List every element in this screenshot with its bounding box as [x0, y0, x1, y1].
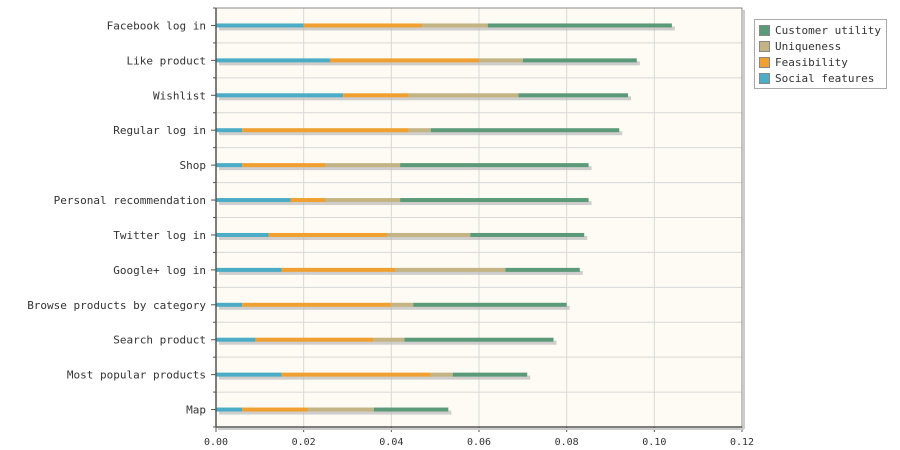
bar-shadow	[219, 61, 640, 66]
gridlines	[216, 8, 743, 427]
legend-label: Customer utility	[775, 23, 881, 37]
bar-segment	[479, 58, 523, 63]
bar-segment	[395, 267, 506, 272]
bar-segment	[325, 198, 401, 203]
bar-segment	[422, 23, 488, 28]
bar-segment	[216, 302, 243, 307]
bar-shadow	[219, 166, 592, 171]
bar-segment	[400, 198, 589, 203]
bars	[216, 23, 675, 415]
bar-segment	[242, 163, 326, 168]
bar-segment	[518, 93, 629, 98]
category-labels: Facebook log in Like product Wishlist Regul…	[27, 19, 206, 416]
legend-label: Feasibility	[775, 55, 848, 69]
bar-segment	[216, 407, 243, 412]
category-label: Like product	[127, 54, 206, 67]
axes: 0.00 0.02 0.04 0.06 0.08 0.10 0.12	[204, 7, 754, 448]
bar-segment	[255, 337, 374, 342]
bar-segment	[242, 128, 409, 133]
bar-segment	[505, 267, 580, 272]
bar-segment	[404, 337, 554, 342]
bar-segment	[216, 337, 256, 342]
x-tick-label: 0.12	[730, 437, 754, 448]
bar-segment	[308, 407, 374, 412]
bar-segment	[216, 198, 291, 203]
bar-segment	[522, 58, 637, 63]
category-label: Shop	[180, 159, 207, 172]
legend-item: Customer utility	[755, 22, 886, 38]
legend-label: Social features	[775, 71, 875, 85]
legend-label: Uniqueness	[775, 39, 842, 53]
category-label: Most popular products	[67, 369, 206, 382]
legend-item: Uniqueness	[755, 38, 886, 54]
bar-shadow	[219, 96, 632, 101]
bar-segment	[400, 163, 589, 168]
bar-segment	[413, 302, 567, 307]
bar-segment	[373, 407, 449, 412]
x-tick-label: 0.10	[642, 437, 666, 448]
category-label: Personal recommendation	[54, 194, 206, 207]
bar-segment	[470, 232, 585, 237]
legend-swatch	[759, 24, 770, 36]
bar-segment	[216, 128, 243, 133]
bar-segment	[391, 302, 414, 307]
bar-segment	[242, 302, 392, 307]
bar-segment	[430, 128, 620, 133]
x-tick-label: 0.06	[467, 437, 491, 448]
bar-segment	[408, 93, 519, 98]
bar-segment	[216, 372, 282, 377]
bar-segment	[216, 23, 304, 28]
category-label: Browse products by category	[27, 299, 206, 312]
bar-segment	[268, 232, 387, 237]
x-tick-label: 0.04	[379, 437, 403, 448]
bar-shadow	[219, 270, 583, 275]
bar-segment	[303, 23, 423, 28]
bar-segment	[329, 58, 479, 63]
bar-segment	[281, 267, 396, 272]
legend-swatch	[759, 40, 770, 52]
bar-segment	[216, 267, 282, 272]
legend-item: Social features	[755, 70, 886, 86]
bar-shadow	[219, 131, 623, 136]
legend-swatch	[759, 72, 770, 84]
bar-segment	[242, 407, 309, 412]
bar-segment	[373, 337, 405, 342]
bar-shadow	[219, 26, 675, 31]
bar-shadow	[219, 201, 592, 206]
category-label: Facebook log in	[107, 19, 206, 32]
bar-segment	[216, 58, 330, 63]
bar-segment	[343, 93, 409, 98]
legend-item: Feasibility	[755, 54, 886, 70]
bar-shadow	[219, 410, 452, 415]
x-tick-label: 0.02	[292, 437, 316, 448]
bar-segment	[430, 372, 453, 377]
category-label: Wishlist	[153, 89, 206, 102]
bar-segment	[216, 232, 269, 237]
bar-segment	[386, 232, 471, 237]
bar-segment	[216, 93, 344, 98]
category-label: Map	[186, 404, 206, 417]
category-label: Google+ log in	[113, 264, 206, 277]
bar-shadow	[219, 375, 531, 380]
legend-swatch	[759, 56, 770, 68]
bar-shadow	[219, 235, 588, 240]
category-label: Regular log in	[113, 124, 206, 137]
x-tick-label: 0.00	[204, 437, 228, 448]
category-label: Search product	[113, 334, 206, 347]
bar-segment	[281, 372, 431, 377]
bar-segment	[408, 128, 431, 133]
bar-segment	[325, 163, 401, 168]
legend: Customer utility Uniqueness Feasibility Soc…	[754, 19, 887, 89]
bar-segment	[452, 372, 528, 377]
bar-shadow	[219, 305, 570, 310]
x-tick-label: 0.08	[555, 437, 579, 448]
bar-segment	[290, 198, 326, 203]
category-label: Twitter log in	[113, 229, 206, 242]
bar-shadow	[219, 340, 557, 345]
bar-segment	[487, 23, 672, 28]
bar-segment	[216, 163, 243, 168]
